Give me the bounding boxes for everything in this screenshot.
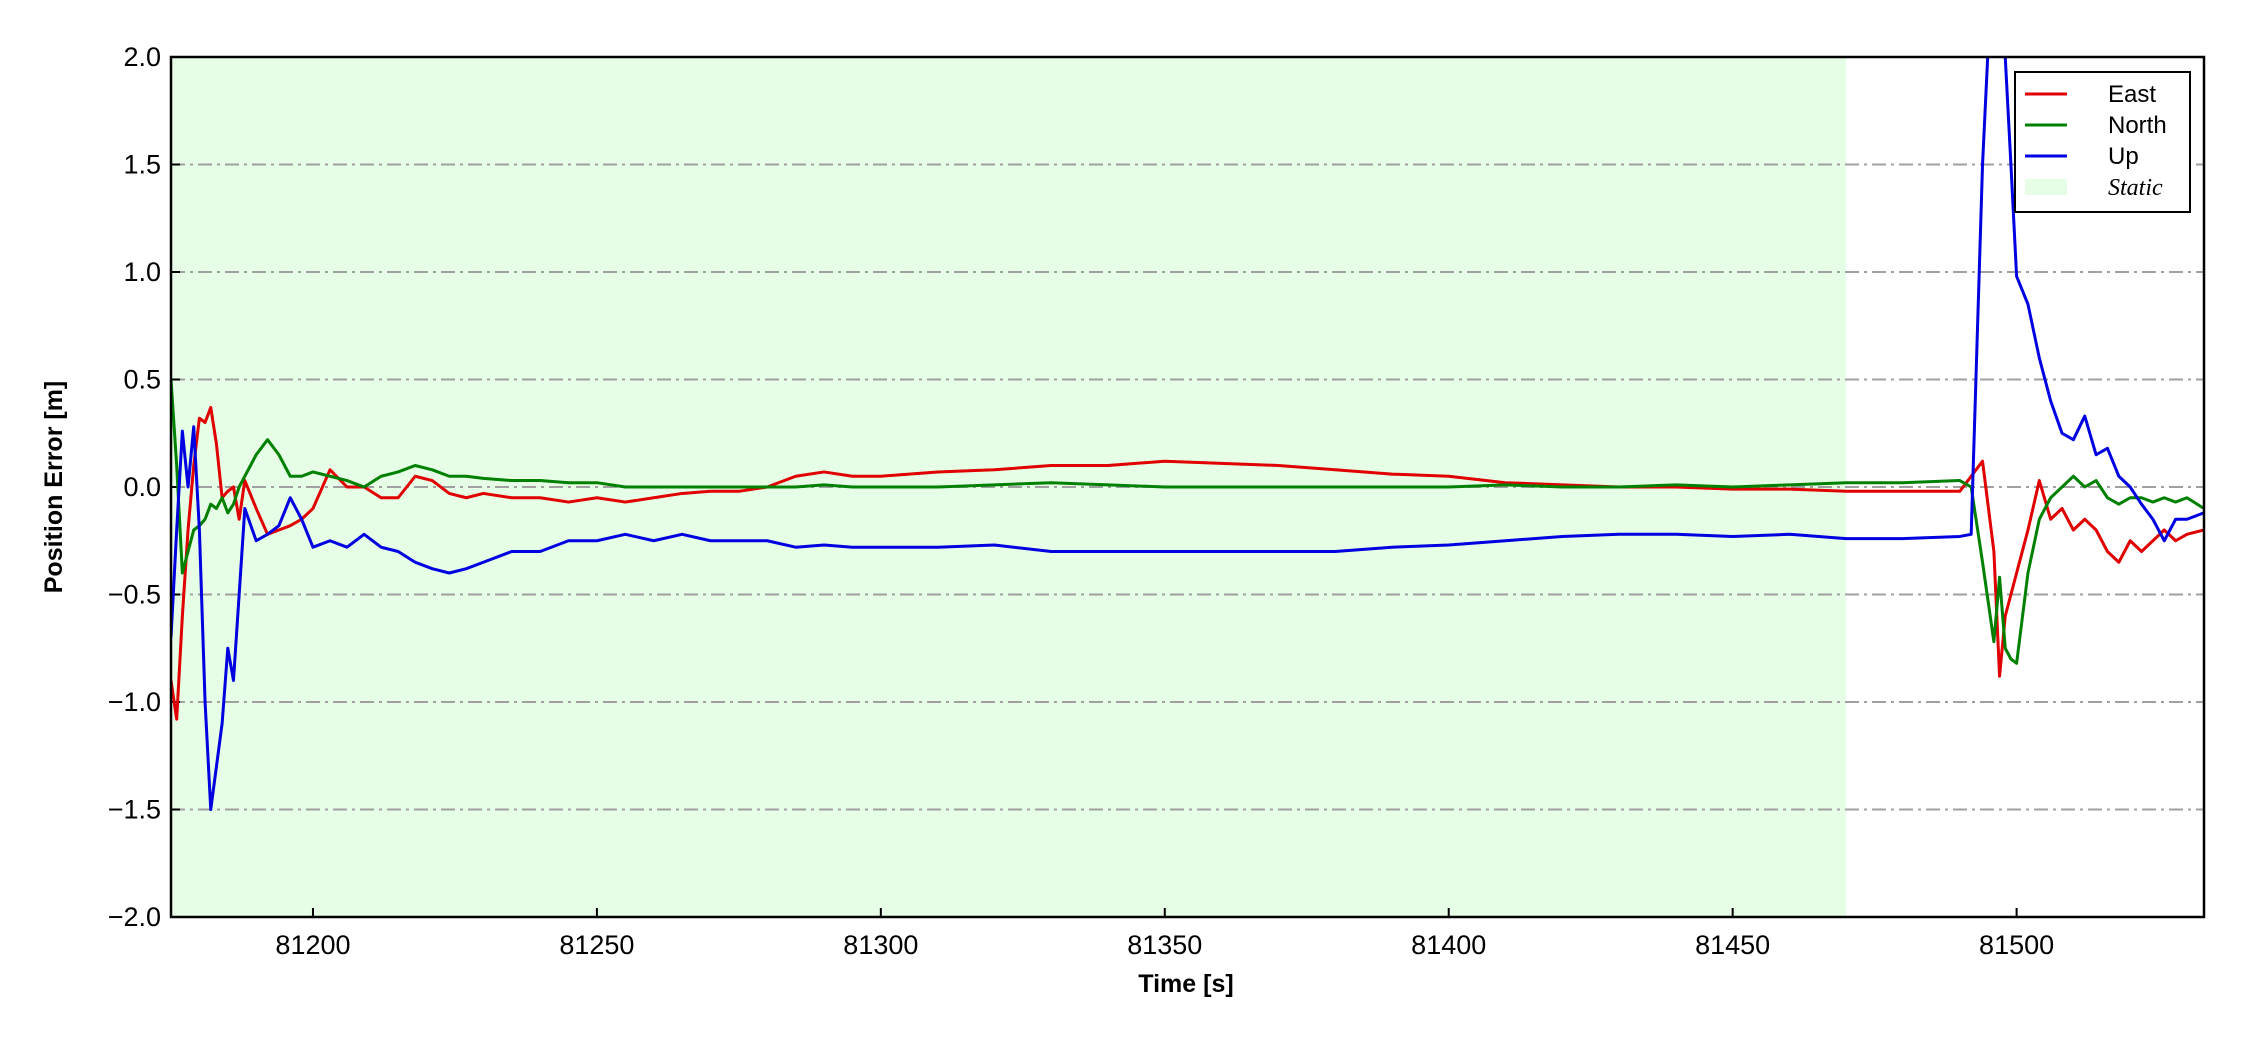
y-tick-label: −2.0: [108, 902, 161, 932]
x-tick-label: 81300: [843, 930, 918, 960]
legend-label: Static: [2108, 175, 2163, 201]
x-tick-label: 81200: [275, 930, 350, 960]
plot-area: [171, 57, 2204, 811]
legend-swatch: [2025, 179, 2067, 195]
series-line: [171, 57, 2204, 811]
x-tick-label: 81250: [559, 930, 634, 960]
y-tick-label: 1.5: [123, 150, 161, 180]
series-line: [171, 379, 2204, 665]
legend-label: Up: [2108, 143, 2139, 170]
series-line: [171, 405, 2204, 721]
x-tick-label: 81350: [1127, 930, 1202, 960]
x-tick-label: 81450: [1695, 930, 1770, 960]
y-tick-label: −1.5: [108, 795, 161, 825]
x-tick-label: 81400: [1411, 930, 1486, 960]
legend: East North Up Static: [2014, 71, 2191, 213]
y-tick-label: 1.0: [123, 257, 161, 287]
legend-label: North: [2108, 112, 2167, 139]
x-axis-label: Time [s]: [1138, 970, 1233, 998]
y-tick-label: 0.5: [123, 365, 161, 395]
y-tick-label: 2.0: [123, 42, 161, 72]
x-tick-label: 81500: [1979, 930, 2054, 960]
y-tick-label: −1.0: [108, 687, 161, 717]
y-tick-label: −0.5: [108, 580, 161, 610]
plot-frame: [169, 55, 2206, 919]
y-axis-label: Position Error [m]: [40, 381, 68, 594]
y-tick-label: 0.0: [123, 472, 161, 502]
legend-label: East: [2108, 81, 2156, 108]
